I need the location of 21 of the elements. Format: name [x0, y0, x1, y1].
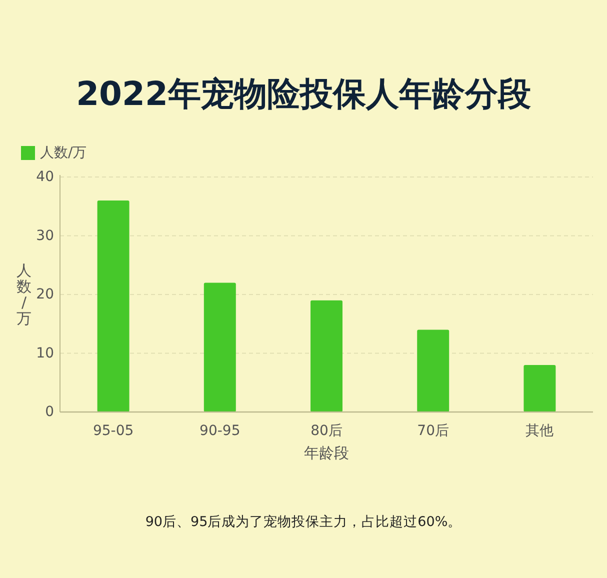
bar	[310, 300, 342, 412]
x-tick-label: 70后	[417, 423, 450, 439]
y-tick-label: 30	[36, 228, 54, 244]
text: 90后、95后成为了宠物投保主力，占比超过60%。	[145, 514, 462, 530]
y-axis-title: 人数/万	[16, 262, 32, 328]
y-tick-label: 40	[36, 169, 54, 185]
y-tick-label: 10	[36, 345, 54, 362]
bar	[204, 282, 236, 412]
x-tick-label: 其他	[526, 423, 554, 439]
chart-title: 2022年宠物险投保人年龄分段	[76, 74, 531, 113]
x-tick-label: 90-95	[200, 423, 240, 439]
x-tick-label: 80后	[310, 423, 342, 439]
bar	[417, 330, 450, 412]
legend: 人数/万	[21, 145, 87, 161]
bar	[524, 365, 556, 412]
legend-label: 人数/万	[40, 145, 87, 161]
bar	[97, 200, 130, 412]
x-axis-title: 年龄段	[304, 444, 349, 462]
x-tick-label: 95-05	[92, 423, 134, 439]
y-tick-label: 20	[36, 286, 54, 302]
y-tick-label: 0	[45, 404, 54, 420]
